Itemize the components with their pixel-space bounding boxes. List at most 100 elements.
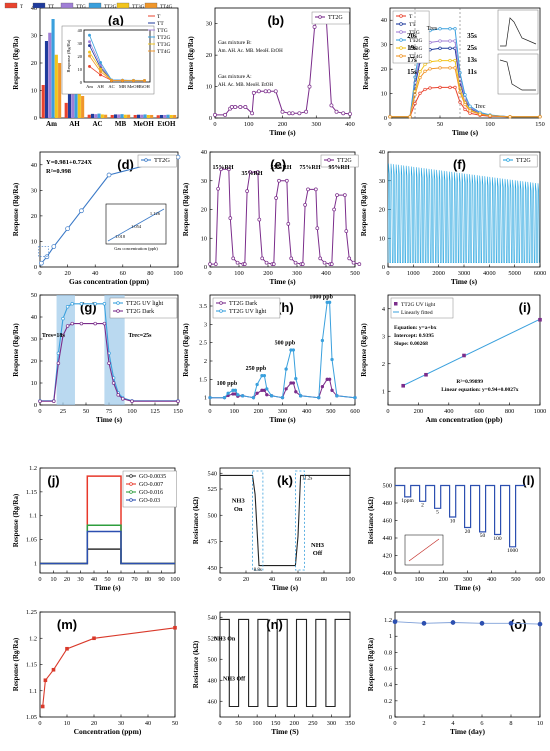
data-point [488, 114, 492, 118]
x-tick-label: 150 [271, 720, 280, 727]
inset-point [88, 44, 91, 48]
inset-background [61, 25, 155, 95]
legend-entry: TT4G [160, 5, 173, 10]
y-tick-label: 30 [206, 21, 212, 28]
legend-entry: TT4G [157, 49, 170, 55]
inset-y-tick: 40 [78, 28, 83, 33]
data-point [102, 321, 107, 326]
data-point [297, 111, 302, 116]
data-point [273, 89, 278, 94]
y-tick-label: 30 [31, 33, 37, 40]
inset-x-tick: AH [97, 84, 104, 89]
y-tick-label: 0.4 [384, 682, 393, 689]
legend-entry: TTG [409, 30, 420, 36]
data-point [332, 207, 336, 212]
y-tick-label: 10 [379, 235, 385, 242]
exposure-band [104, 295, 125, 405]
bar [166, 114, 170, 118]
data-point [285, 178, 289, 183]
panel-label: (j) [47, 473, 59, 488]
data-point [329, 103, 334, 108]
x-tick-label: 2000 [432, 270, 445, 277]
annotation: Am. AH. Ac. MB. MeoH. EtOH [218, 49, 283, 54]
data-point [463, 102, 467, 107]
y-tick-label: 1 [34, 560, 37, 567]
x-tick-label: 600 [535, 576, 544, 583]
data-point [478, 112, 482, 116]
data-point [235, 260, 240, 265]
data-point [508, 620, 514, 626]
data-point [448, 27, 452, 31]
x-tick-label: 8 [509, 720, 512, 727]
x-tick-label: 400 [302, 408, 311, 415]
panel-label: (g) [80, 300, 97, 315]
data-point [423, 62, 427, 67]
y-tick-label: 0 [34, 402, 37, 409]
x-tick-label: 25 [60, 408, 66, 415]
y-tick-label: 0.6 [384, 666, 392, 673]
inset-label: 1.054 [131, 224, 142, 229]
data-point [468, 109, 472, 113]
x-tick-label: 40 [269, 576, 275, 583]
y-tick-label: 2 [204, 358, 207, 365]
y-tick-label: 20 [206, 52, 212, 59]
y-tick-label: 400 [383, 570, 392, 577]
data-point [392, 619, 398, 625]
category-label: AH [69, 120, 80, 128]
x-tick-label: 0 [393, 720, 396, 727]
inset-frame [83, 29, 151, 83]
legend-box [109, 297, 178, 319]
x-tick-label: 100 [485, 121, 494, 128]
y-tick-label: 520 [208, 635, 217, 642]
inset-point [99, 73, 102, 77]
inset-line [89, 55, 145, 81]
bar [127, 114, 131, 118]
x-tick-label: 50 [235, 720, 241, 727]
annotation: Gas mixture B: [218, 40, 252, 46]
bar [87, 114, 91, 118]
data-point [173, 625, 177, 630]
series-line [220, 618, 350, 708]
x-tick-label: 75 [106, 408, 112, 415]
data-point [438, 85, 442, 90]
data-point [418, 76, 422, 80]
legend-box [320, 154, 359, 168]
y-tick-label: 1 [204, 395, 207, 402]
data-point [256, 89, 261, 94]
annotation: Equation: y=a+bx [394, 325, 437, 331]
y-tick-label: 20 [381, 66, 387, 73]
data-point [438, 27, 442, 31]
x-tick-label: 20 [243, 576, 249, 583]
x-axis-label: Am concentration (ppb) [425, 415, 503, 424]
annotation: 1000 [507, 548, 518, 554]
x-tick-label: 0 [393, 576, 396, 583]
inset-point [110, 78, 113, 82]
data-point [315, 226, 320, 231]
data-point [508, 115, 512, 119]
y-tick-label: 500 [208, 656, 217, 663]
legend-entry: TT2G Dark [126, 309, 154, 315]
data-point [238, 105, 243, 109]
x-tick-label: 200 [414, 408, 423, 415]
bar [133, 114, 137, 118]
inset-label: 1.126 [150, 211, 161, 216]
data-point [222, 396, 227, 400]
bar [113, 114, 118, 118]
y-tick-label: 460 [208, 698, 217, 705]
y-tick-label: 0 [34, 115, 37, 122]
bar [110, 114, 114, 118]
x-tick-label: 350 [345, 720, 354, 727]
legend-marker [399, 38, 403, 42]
legend-marker [399, 30, 403, 34]
data-point [335, 394, 339, 398]
data-point [175, 154, 181, 160]
data-point [231, 256, 236, 261]
panel-label: (h) [277, 300, 294, 315]
annotation: Trec [475, 104, 486, 110]
bar [94, 114, 98, 118]
inset-x-tick: AC [108, 84, 114, 89]
series-line [390, 86, 540, 118]
y-tick-label: 420 [383, 553, 392, 560]
legend-entry: TT2G [104, 5, 117, 10]
